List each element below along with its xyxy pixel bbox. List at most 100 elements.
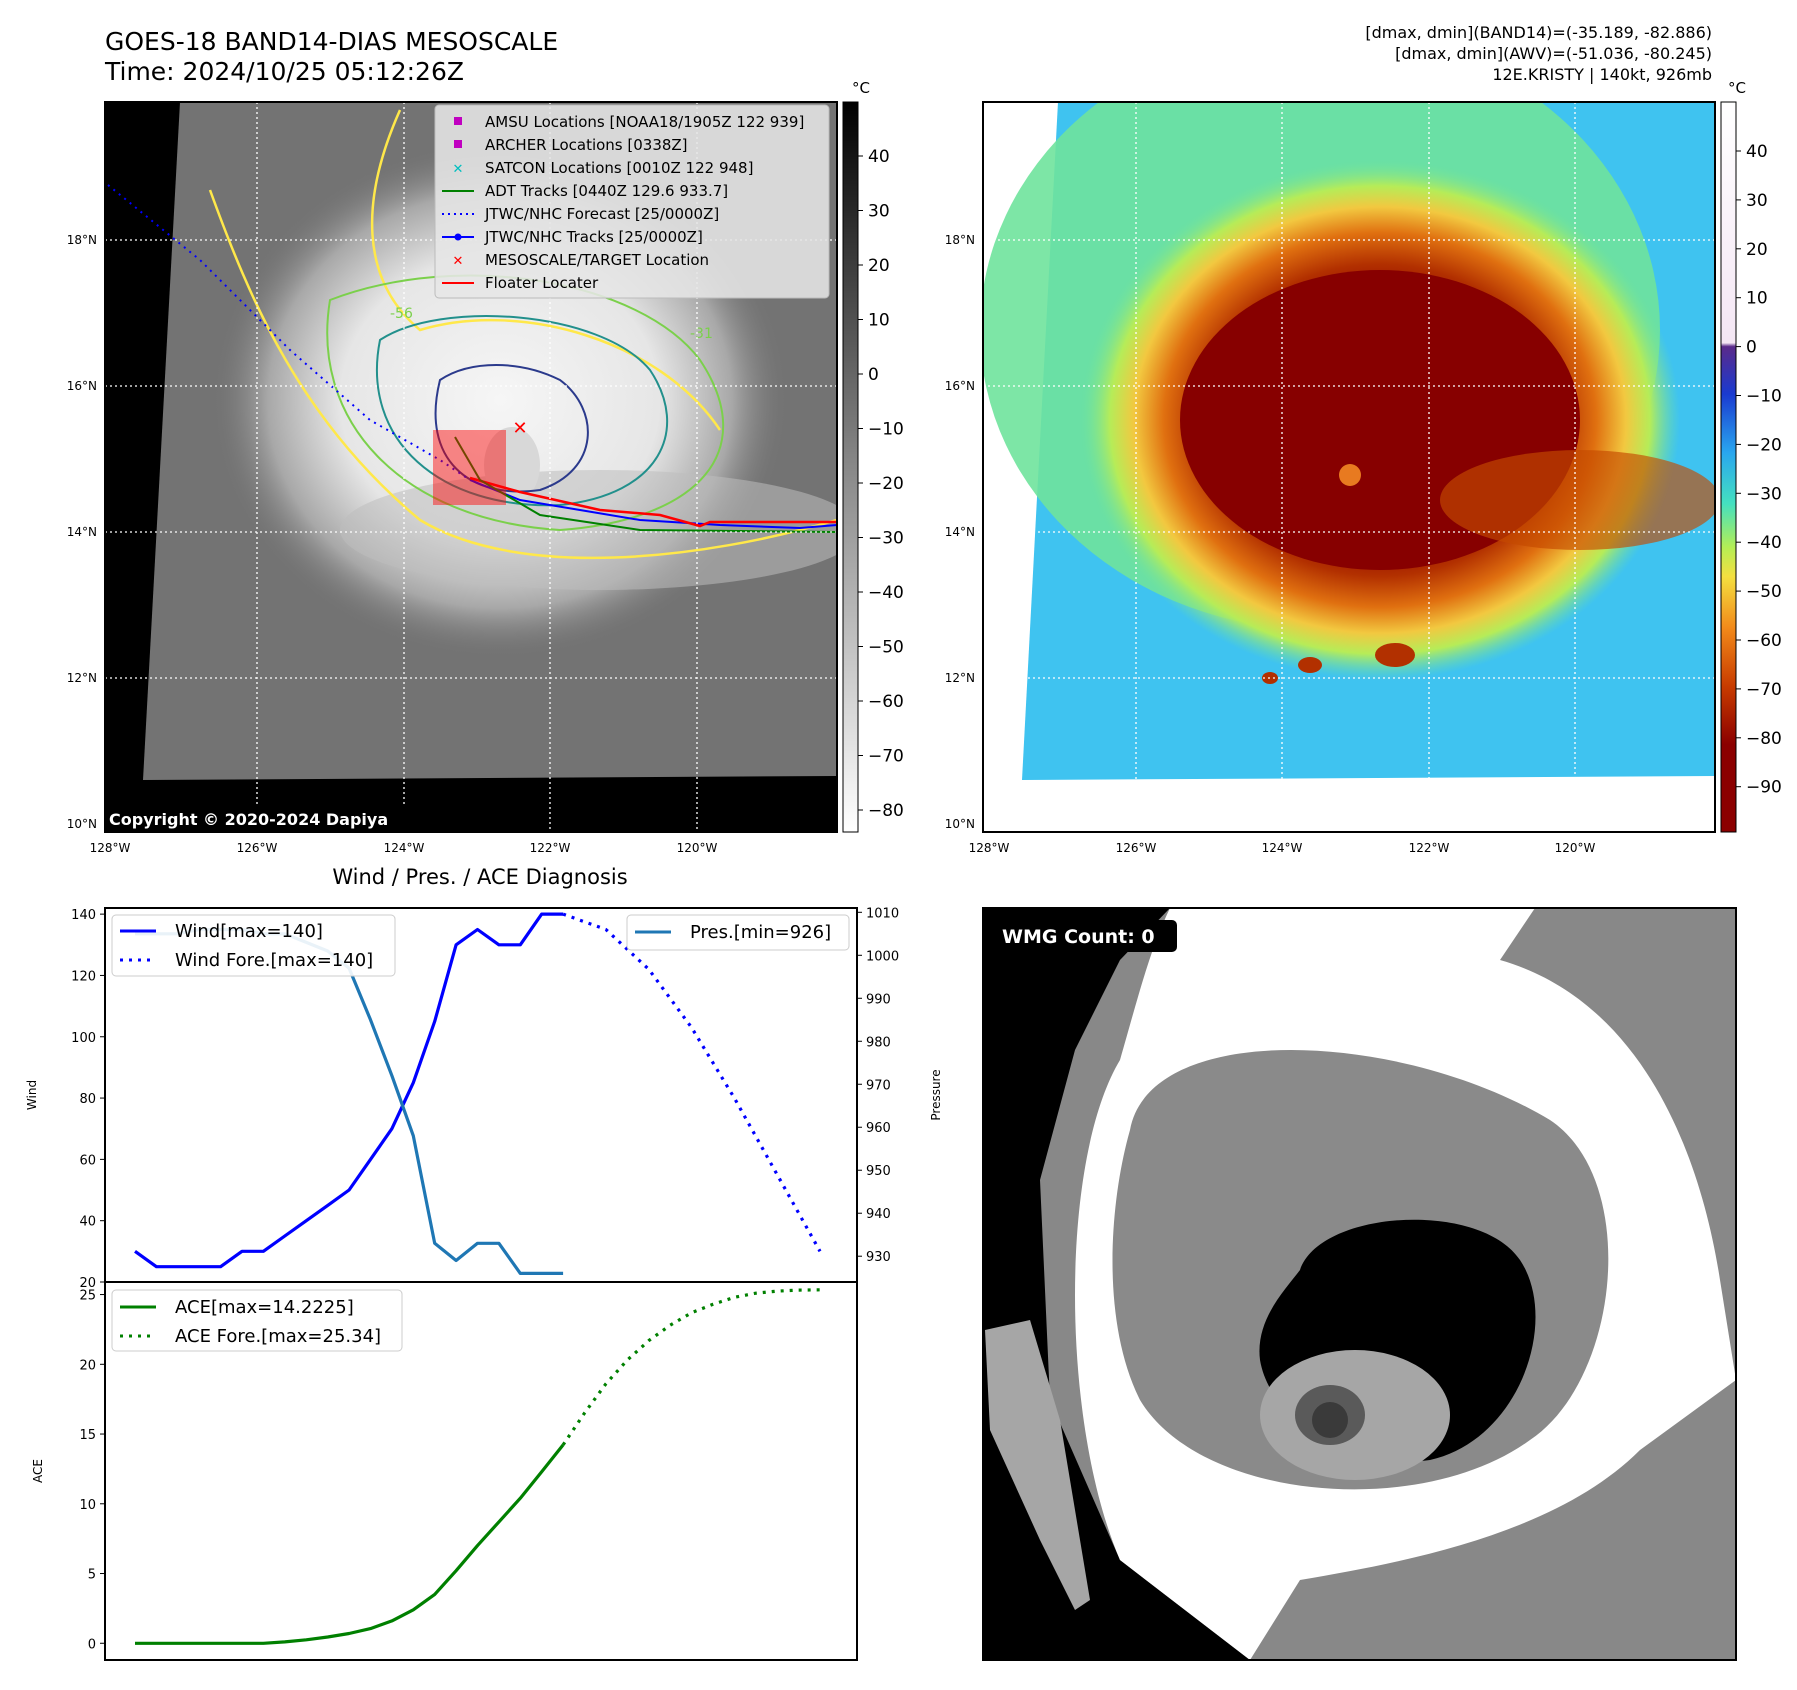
lon-label: 126°W [237, 841, 278, 855]
ace-panel: 0 5 10 15 20 25 ACE ACE[max=14.2225] ACE Fore… [31, 1281, 858, 1661]
series-line-0 [134, 912, 564, 1269]
gray-colorbar: °C 40 30 20 10 0 −10 −20 −30 −40 −50 −60 −70 −80 [842, 79, 904, 833]
lat-label: 18°N [67, 233, 97, 247]
gray-colorbar-tick-label: −60 [868, 692, 904, 712]
lon-label: 124°W [384, 841, 425, 855]
pressure-tick-label: 970 [866, 1078, 891, 1093]
wind-tick-label: 140 [71, 908, 96, 923]
wind-tick-label: 80 [79, 1092, 96, 1107]
eye [484, 427, 540, 503]
wind-pressure-panel: Wind / Pres. / ACE Diagnosis 20 40 60 80 100… [25, 865, 943, 1291]
right-lon-labels: 128°W 126°W 124°W 122°W 120°W [969, 841, 1596, 855]
legend-tracks: JTWC/NHC Tracks [25/0000Z] [484, 228, 703, 246]
jtwc-observed-track [469, 479, 837, 530]
color-colorbar-tick-label: −50 [1746, 582, 1782, 602]
legend-archer: ARCHER Locations [0338Z] [485, 136, 688, 154]
pressure-legend-box [626, 914, 850, 951]
ace-series [135, 1288, 821, 1645]
color-colorbar-tick-label: 20 [1746, 240, 1768, 260]
ace-tick-label: 0 [88, 1637, 96, 1652]
ace-legend-label: ACE[max=14.2225] [175, 1297, 354, 1318]
color-colorbar: °C 40 30 20 10 0 −10 −20 −30 −40 −50 −60 −70 −80 −90 [1720, 79, 1782, 833]
gray-colorbar-tick-label: 20 [868, 256, 890, 276]
archer-box [433, 430, 506, 505]
isolated-cell [1298, 657, 1322, 673]
jtwc-forecast-track [107, 184, 471, 481]
lat-label: 10°N [945, 817, 975, 831]
stat-line-2: [dmax, dmin](AWV)=(-51.036, -80.245) [1395, 44, 1712, 63]
ace-tick-label: 15 [79, 1428, 96, 1443]
wind-tick-label: 100 [71, 1031, 96, 1046]
series-line-1 [562, 912, 822, 1253]
ace-series-line-1 [561, 1288, 821, 1446]
left-lon-labels: 128°W 126°W 124°W 122°W 120°W [90, 841, 718, 855]
ace-tick-label: 20 [79, 1358, 96, 1373]
color-colorbar-ramp [1720, 101, 1737, 833]
wmg-light-band [985, 1320, 1090, 1610]
pressure-axis-label: Pressure [929, 1069, 943, 1120]
wind-tick-label: 40 [79, 1215, 96, 1230]
color-colorbar-tick-label: −40 [1746, 533, 1782, 553]
lat-label: 12°N [945, 671, 975, 685]
ace-legend: ACE[max=14.2225] ACE Fore.[max=25.34] [111, 1289, 403, 1352]
contour-navy [434, 364, 589, 493]
mesoscale-target-marker: ✕ [512, 418, 527, 439]
pressure-tick-label: 960 [866, 1121, 891, 1136]
map-frame [104, 101, 838, 833]
colorbar-unit: °C [852, 79, 870, 97]
lat-label: 10°N [67, 817, 97, 831]
amsu-marker-icon [454, 117, 462, 125]
lat-label: 14°N [67, 525, 97, 539]
gray-colorbar-ticks: 40 30 20 10 0 −10 −20 −30 −40 −50 −60 −70 −80 [858, 147, 904, 821]
gray-colorbar-tick-label: −40 [868, 583, 904, 603]
wind-legend-box [111, 914, 396, 977]
copyright-badge [105, 806, 415, 832]
eye [1339, 464, 1361, 486]
gray-colorbar-tick-label: −10 [868, 420, 904, 440]
target-marker-icon: ✕ [453, 254, 464, 269]
lon-label: 124°W [1262, 841, 1303, 855]
pressure-tick-label: 950 [866, 1164, 891, 1179]
gray-colorbar-tick-label: 40 [868, 147, 890, 167]
color-colorbar-tick-label: −80 [1746, 729, 1782, 749]
ace-legend-box [111, 1289, 403, 1352]
adt-track [454, 436, 837, 533]
lat-label: 12°N [67, 671, 97, 685]
wmg-eye-center [1312, 1402, 1348, 1438]
ace-tick-label: 10 [79, 1498, 96, 1513]
map-frame [982, 101, 1716, 833]
gray-colorbar-tick-label: −70 [868, 747, 904, 767]
pressure-legend-label: Pres.[min=926] [690, 922, 831, 943]
ace-fore-legend-label: ACE Fore.[max=25.34] [175, 1326, 381, 1347]
color-colorbar-tick-label: −90 [1746, 778, 1782, 798]
contour-yellow [208, 109, 837, 560]
lon-label: 120°W [677, 841, 718, 855]
gray-colorbar-tick-label: −80 [868, 801, 904, 821]
floater-locator-track [469, 476, 837, 528]
pressure-tick-label: 980 [866, 1035, 891, 1050]
legend-satcon: SATCON Locations [0010Z 122 948] [485, 159, 753, 177]
colorbar-unit: °C [1728, 79, 1746, 97]
ace-series-line-0 [135, 1443, 565, 1645]
color-colorbar-ticks: 40 30 20 10 0 −10 −20 −30 −40 −50 −60 −70 −80 −90 [1736, 142, 1782, 798]
ace-tick-label: 25 [79, 1289, 96, 1304]
gray-colorbar-tick-label: 10 [868, 311, 890, 331]
gray-colorbar-tick-label: 0 [868, 365, 879, 385]
color-colorbar-tick-label: −20 [1746, 435, 1782, 455]
cloud-band [1440, 450, 1715, 550]
wind-legend-label: Wind[max=140] [175, 921, 323, 942]
pressure-tick-label: 990 [866, 992, 891, 1007]
title-line-2: Time: 2024/10/25 05:12:26Z [104, 57, 464, 86]
legend-forecast: JTWC/NHC Forecast [25/0000Z] [484, 205, 719, 223]
right-lat-labels: 18°N 16°N 14°N 12°N 10°N [945, 233, 975, 831]
wmg-frame [982, 907, 1737, 1661]
copyright-text: Copyright © 2020-2024 Dapiya [109, 810, 388, 829]
contour-label-56: -56 [390, 306, 413, 322]
color-colorbar-tick-label: −60 [1746, 631, 1782, 651]
pressure-tick-label: 940 [866, 1207, 891, 1222]
legend-box [434, 104, 830, 299]
legend-adt: ADT Tracks [0440Z 129.6 933.7] [485, 182, 728, 200]
lon-label: 128°W [90, 841, 131, 855]
pressure-y-ticks: 930 940 950 960 970 980 990 1000 1010 [857, 906, 899, 1265]
